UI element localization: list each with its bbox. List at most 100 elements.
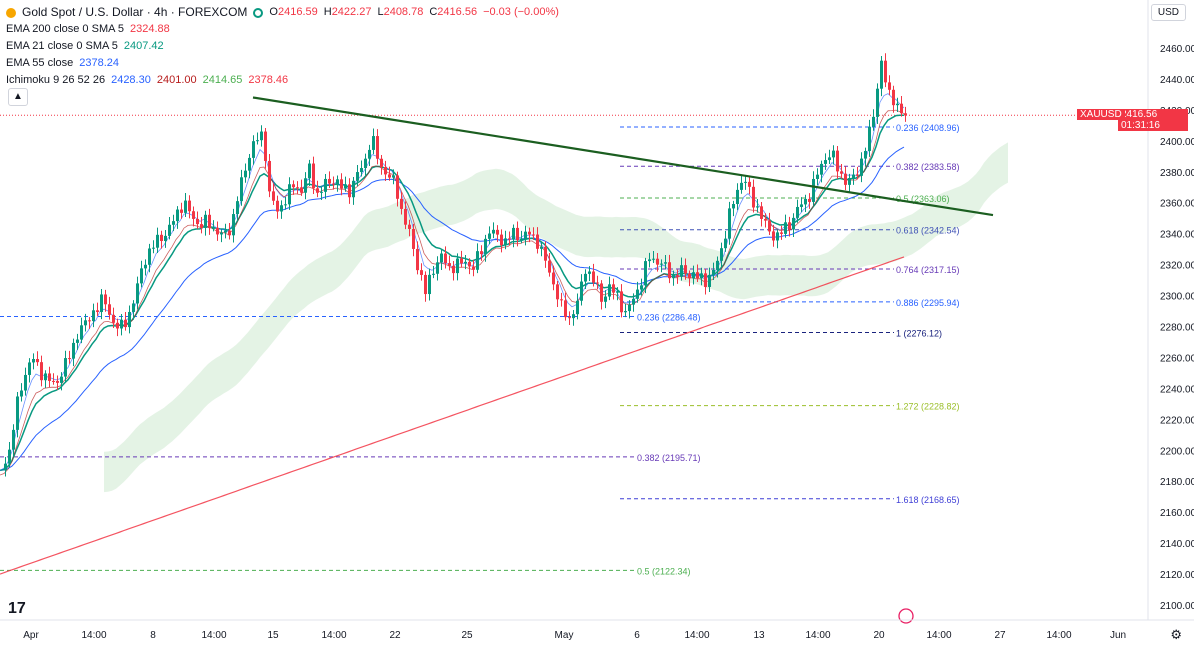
candle-body: [320, 191, 323, 193]
candle-body: [344, 184, 347, 189]
candle-body: [720, 248, 723, 261]
candle-body: [20, 390, 23, 397]
indicator-ema200[interactable]: EMA 200 close 0 SMA 5 2324.88: [6, 21, 559, 38]
trendline: [252, 96, 994, 624]
candle-body: [748, 181, 751, 187]
candle-body: [312, 163, 315, 189]
candle-body: [156, 234, 159, 248]
candle-body: [220, 232, 223, 235]
candle-body: [300, 187, 303, 193]
candle-body: [464, 261, 467, 264]
candle-body: [520, 238, 523, 240]
candle-body: [36, 359, 39, 363]
candle-body: [80, 325, 83, 340]
fib-label-right: 0.886 (2295.94): [896, 298, 960, 308]
candle-body: [24, 374, 27, 391]
time-tick-label: 14:00: [926, 630, 951, 641]
candle-body: [628, 304, 631, 312]
price-tick-label: 2440.00: [1160, 75, 1194, 86]
candle-body: [240, 177, 243, 202]
indicator-ema55[interactable]: EMA 55 close 2378.24: [6, 55, 559, 72]
candle-body: [728, 208, 731, 239]
candle-body: [672, 275, 675, 279]
candle-body: [600, 283, 603, 302]
candle-body: [64, 358, 67, 377]
candle-body: [216, 227, 219, 235]
candle-body: [736, 189, 739, 205]
candle-body: [788, 222, 791, 230]
candle-body: [764, 218, 767, 221]
chevron-up-icon[interactable]: ▲: [8, 88, 28, 106]
tradingview-logo[interactable]: 17: [8, 600, 26, 617]
time-tick-label: 14:00: [805, 630, 830, 641]
candle-body: [552, 272, 555, 285]
moving-averages: [0, 93, 905, 575]
candle-body: [208, 214, 211, 229]
candle-body: [304, 178, 307, 193]
candle-body: [592, 271, 595, 283]
candle-body: [820, 163, 823, 175]
candle-body: [700, 273, 703, 279]
price-tick-label: 2120.00: [1160, 570, 1194, 581]
candle-body: [44, 373, 47, 381]
indicator-ema21[interactable]: EMA 21 close 0 SMA 5 2407.42: [6, 38, 559, 55]
candle-body: [816, 174, 819, 179]
candle-body: [784, 222, 787, 234]
time-tick-label: 15: [267, 630, 279, 641]
ichimoku-cloud: [104, 142, 1008, 493]
indicator-ema21-label: EMA 21 close 0 SMA 5: [6, 40, 118, 52]
candle-body: [224, 230, 227, 233]
candle-body: [128, 311, 131, 328]
candle-body: [540, 246, 543, 249]
time-tick-label: 6: [634, 630, 640, 641]
candle-body: [136, 283, 139, 304]
candle-body: [484, 238, 487, 255]
candle-body: [760, 206, 763, 219]
candle-body: [200, 224, 203, 228]
candle-body: [236, 201, 239, 215]
candle-body: [212, 227, 215, 229]
candle-body: [372, 136, 375, 150]
candle-body: [132, 303, 135, 312]
candle-body: [424, 274, 427, 295]
indicator-ema55-label: EMA 55 close: [6, 57, 74, 69]
candle-body: [152, 247, 155, 249]
time-tick-label: 14:00: [1046, 630, 1071, 641]
candle-body: [384, 167, 387, 175]
candle-body: [412, 228, 415, 249]
candle-body: [724, 238, 727, 249]
ichimoku-value-1: 2428.30: [111, 74, 151, 86]
candle-body: [620, 291, 623, 313]
candle-body: [436, 262, 439, 274]
candle-body: [852, 174, 855, 179]
indicator-ema200-label: EMA 200 close 0 SMA 5: [6, 23, 125, 35]
candle-body: [124, 319, 127, 328]
candle-body: [440, 253, 443, 263]
fib-label-left: 0.236 (2286.48): [637, 312, 701, 322]
price-tick-label: 2340.00: [1160, 230, 1194, 241]
candle-body: [876, 88, 879, 117]
ema55-line: [0, 146, 905, 471]
candle-body: [380, 158, 383, 168]
price-tick-label: 2300.00: [1160, 292, 1194, 303]
time-tick-label: 13: [753, 630, 765, 641]
candle-body: [192, 211, 195, 219]
candle-body: [396, 175, 399, 199]
candle-body: [716, 260, 719, 270]
candle-body: [276, 200, 279, 212]
indicator-ichimoku[interactable]: Ichimoku 9 26 52 26 2428.30 2401.00 2414…: [6, 72, 559, 89]
candle-body: [480, 251, 483, 255]
candle-body: [504, 238, 507, 246]
candle-body: [556, 284, 559, 300]
currency-button[interactable]: USD: [1150, 4, 1186, 21]
gear-icon[interactable]: ⚙: [1170, 627, 1182, 642]
time-tick-label: 14:00: [201, 630, 226, 641]
price-tick-label: 2260.00: [1160, 353, 1194, 364]
candle-body: [52, 380, 55, 382]
candle-body: [16, 396, 19, 430]
candle-body: [408, 224, 411, 229]
candle-body: [680, 265, 683, 277]
candle-body: [92, 310, 95, 322]
candle-body: [668, 262, 671, 279]
